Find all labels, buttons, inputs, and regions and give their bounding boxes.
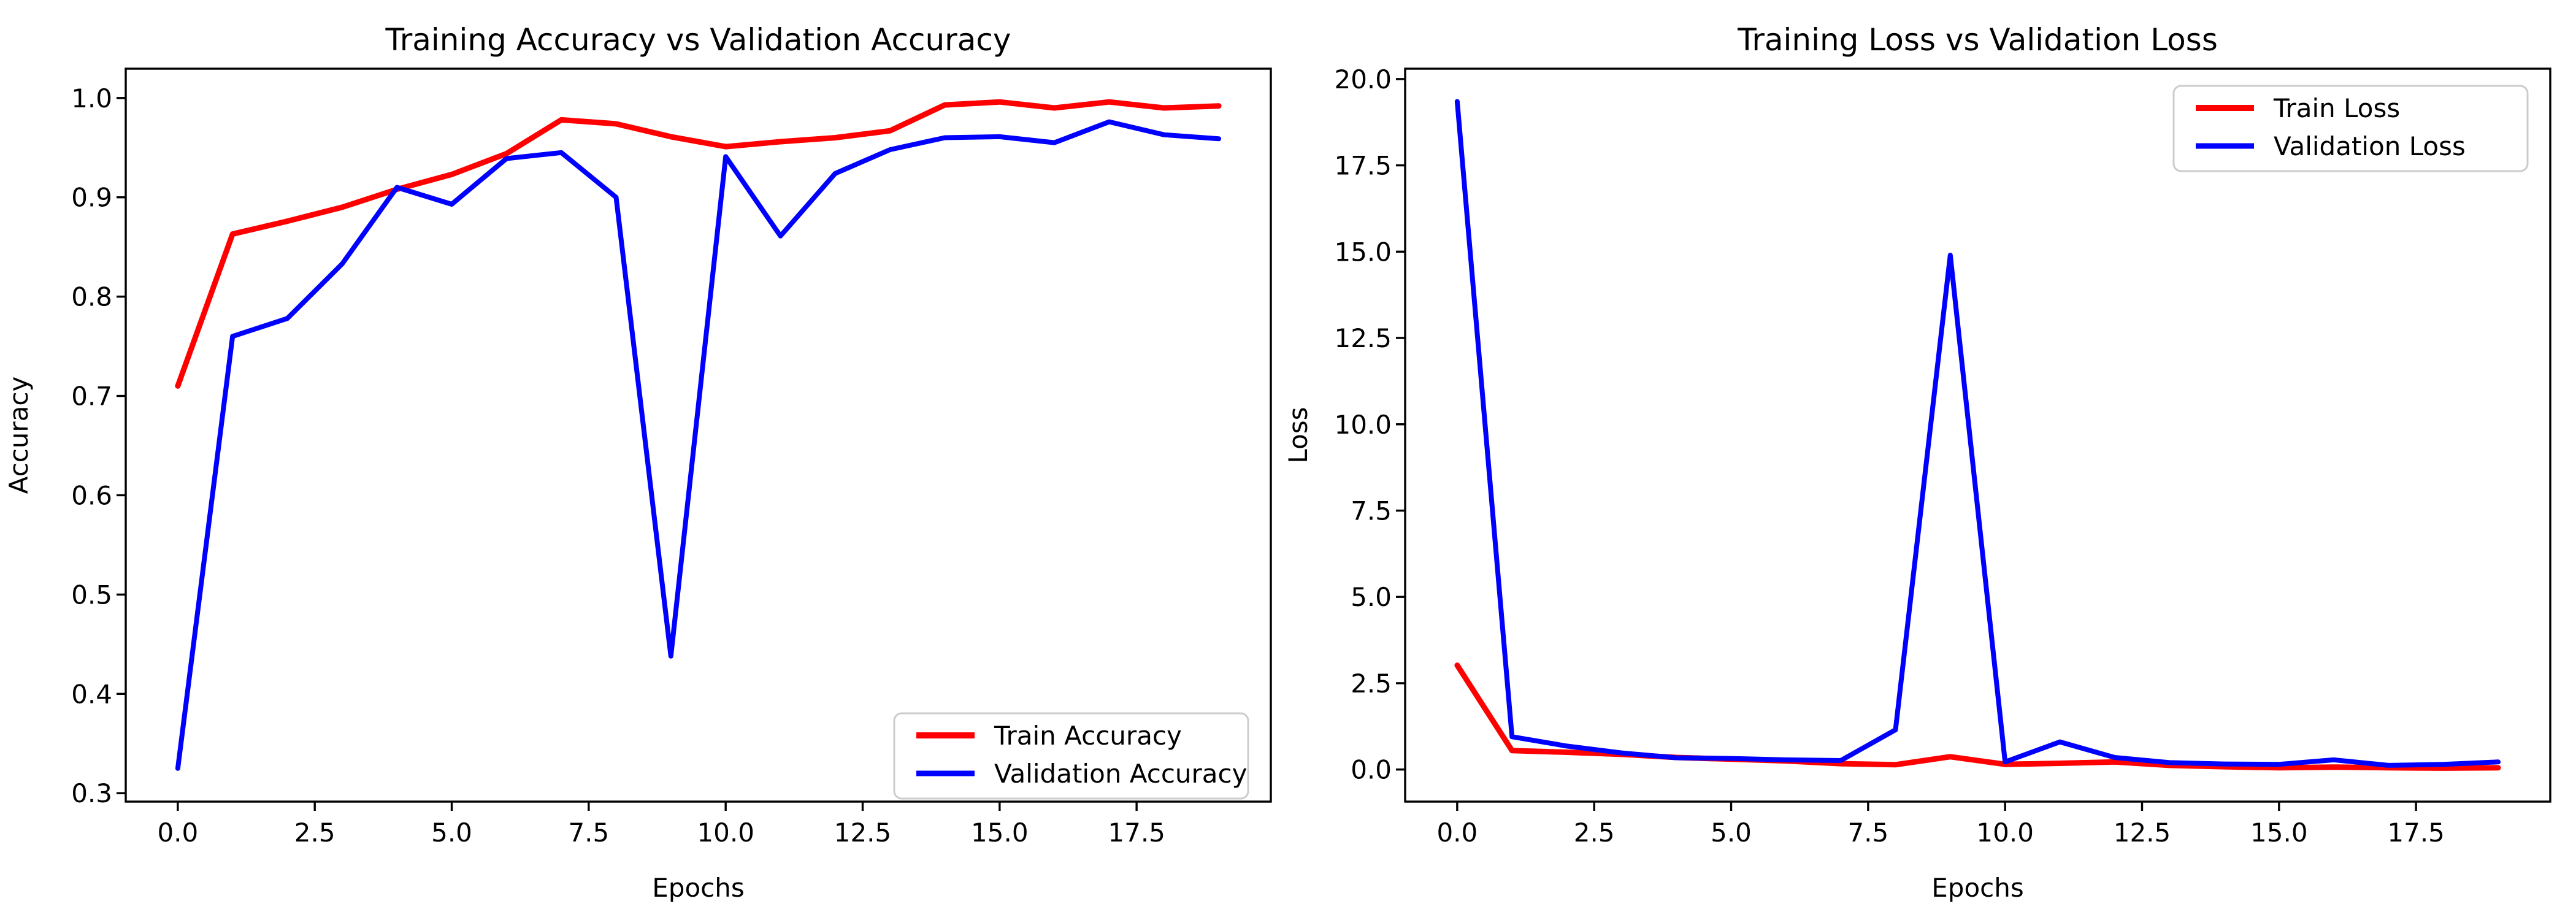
legend-box (893, 712, 1249, 800)
y-tick-label: 17.5 (1334, 151, 1392, 181)
x-tick-label: 12.5 (2114, 818, 2171, 848)
loss-plot: 0.0 2.5 5.0 7.5 10.0 12.5 15.0 17.5 0.0 2.5 5.0 7.5… (1283, 22, 2551, 903)
legend-item: Train Accuracy (916, 721, 1182, 751)
x-tick-label: 10.0 (1976, 818, 2034, 848)
y-tick-label: 15.0 (1334, 237, 1392, 267)
y-tick-label: 12.5 (1334, 323, 1392, 353)
x-tick-label: 12.5 (834, 818, 892, 848)
y-tick-label: 10.0 (1334, 410, 1392, 440)
legend: Train Loss Validation Loss (2172, 85, 2529, 172)
axes-frame (1404, 67, 2551, 803)
y-tick-label: 7.5 (1351, 496, 1392, 526)
x-tick-label: 17.5 (2387, 818, 2445, 848)
y-tick-label: 5.0 (1351, 582, 1392, 612)
legend-item-label: Validation Loss (2274, 131, 2466, 161)
y-tick-label: 0.4 (71, 679, 112, 709)
x-tick-label: 15.0 (971, 818, 1029, 848)
x-tick-label: 17.5 (1108, 818, 1165, 848)
legend-item: Validation Loss (2196, 131, 2466, 161)
x-tick-label: 0.0 (157, 818, 198, 848)
y-tick-label: 0.6 (71, 480, 112, 510)
x-tick-label: 7.5 (1847, 818, 1888, 848)
y-tick-label: 0.8 (71, 282, 112, 312)
y-tick-label: 0.7 (71, 381, 112, 412)
legend-box (2172, 85, 2529, 172)
plot-title: Training Loss vs Validation Loss (1737, 22, 2218, 58)
x-tick-label: 0.0 (1436, 818, 1478, 848)
x-tick-label: 2.5 (294, 818, 335, 848)
y-tick-label: 2.5 (1351, 669, 1392, 699)
y-tick-label: 1.0 (71, 83, 112, 113)
y-tick-label: 0.0 (1351, 755, 1392, 785)
legend-item: Train Loss (2196, 93, 2400, 123)
train-accuracy-line (175, 99, 1222, 389)
legend: Train Accuracy Validation Accuracy (893, 712, 1249, 800)
y-axis-label: Loss (1283, 407, 1313, 463)
y-tick-label: 0.5 (71, 580, 112, 610)
legend-item-label: Train Loss (2273, 93, 2400, 123)
plot-title: Training Accuracy vs Validation Accuracy (385, 22, 1011, 58)
y-tick-label: 0.3 (71, 778, 112, 808)
y-tick-label: 20.0 (1334, 64, 1392, 94)
x-tick-label: 15.0 (2250, 818, 2308, 848)
x-tick-label: 7.5 (568, 818, 609, 848)
legend-item-label: Train Accuracy (994, 721, 1182, 751)
x-axis-label: Epochs (652, 873, 745, 903)
accuracy-plot: 0.0 2.5 5.0 7.5 10.0 12.5 15.0 17.5 0.3 0.4 0.5 0.6… (4, 22, 1272, 903)
axes-frame (125, 67, 1272, 803)
validation-loss-line (1454, 99, 2501, 768)
legend-item-label: Validation Accuracy (994, 759, 1248, 789)
validation-accuracy-line (175, 119, 1222, 771)
x-tick-label: 5.0 (431, 818, 472, 848)
y-tick-label: 0.9 (71, 183, 112, 213)
x-tick-label: 2.5 (1574, 818, 1615, 848)
y-axis-label: Accuracy (4, 377, 34, 494)
x-tick-label: 5.0 (1711, 818, 1752, 848)
x-axis-label: Epochs (1931, 873, 2024, 903)
legend-item: Validation Accuracy (916, 759, 1248, 789)
x-tick-label: 10.0 (697, 818, 754, 848)
